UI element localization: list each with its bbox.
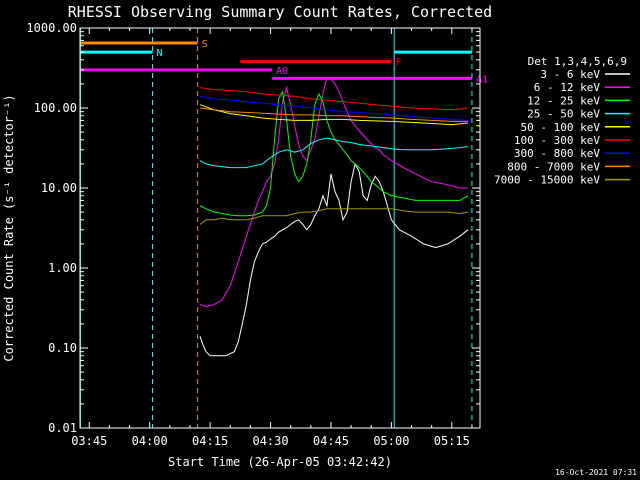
legend-label-2: 12 - 25 keV — [527, 94, 600, 107]
x-tick-label-3: 04:30 — [252, 434, 288, 448]
series-line-0 — [199, 162, 469, 357]
timestamp: 16-Oct-2021 07:31 — [555, 468, 637, 477]
x-axis-label: Start Time (26-Apr-05 03:42:42) — [168, 455, 392, 469]
legend-label-6: 300 - 800 keV — [514, 147, 600, 160]
flag-label-5: A1 — [476, 74, 488, 85]
axes: 03:45 04:00 04:15 04:30 04:45 05:00 05:15 0.01 0… — [26, 21, 480, 448]
legend-label-4: 50 - 100 keV — [521, 121, 601, 134]
y-tick-label-1: 0.10 — [48, 341, 77, 355]
flag-bars: S N F A0 A1 — [80, 39, 488, 85]
legend-label-3: 25 - 50 keV — [527, 108, 600, 121]
x-tick-label-5: 05:00 — [373, 434, 409, 448]
series-line-5 — [199, 87, 468, 111]
y-axis-label: Corrected Count Rate (s⁻¹ detector⁻¹) — [2, 94, 16, 361]
flag-label-1: N — [157, 48, 163, 59]
y-tick-label-5: 1000.00 — [26, 21, 77, 35]
y-tick-label-0: 0.01 — [48, 421, 77, 435]
legend-label-8: 7000 - 15000 keV — [494, 174, 600, 187]
series-line-7 — [199, 107, 468, 122]
x-tick-label-4: 04:45 — [313, 434, 349, 448]
x-tick-label-1: 04:00 — [132, 434, 168, 448]
series-lines — [199, 76, 469, 357]
chart-title: RHESSI Observing Summary Count Rates, Co… — [68, 3, 492, 21]
x-tick-label-0: 03:45 — [71, 434, 107, 448]
legend-label-1: 6 - 12 keV — [534, 81, 601, 94]
legend-label-0: 3 - 6 keV — [540, 68, 600, 81]
series-line-4 — [199, 104, 468, 126]
y-tick-label-2: 1.00 — [48, 261, 77, 275]
legend-title: Det 1,3,4,5,6,9 — [528, 55, 627, 68]
legend-label-7: 800 - 7000 keV — [507, 160, 600, 173]
flag-label-3: F — [395, 58, 401, 69]
x-tick-label-2: 04:15 — [192, 434, 228, 448]
x-tick-label-6: 05:15 — [434, 434, 470, 448]
legend-label-5: 100 - 300 keV — [514, 134, 600, 147]
flag-label-4: A0 — [276, 66, 288, 77]
y-tick-label-4: 100.00 — [34, 101, 77, 115]
series-line-8 — [199, 208, 468, 225]
series-line-2 — [199, 90, 469, 217]
y-tick-label-3: 10.00 — [41, 181, 77, 195]
series-line-6 — [199, 95, 468, 121]
series-line-3 — [199, 137, 468, 169]
flag-label-0: S — [202, 39, 208, 50]
plot-frame — [79, 27, 481, 429]
